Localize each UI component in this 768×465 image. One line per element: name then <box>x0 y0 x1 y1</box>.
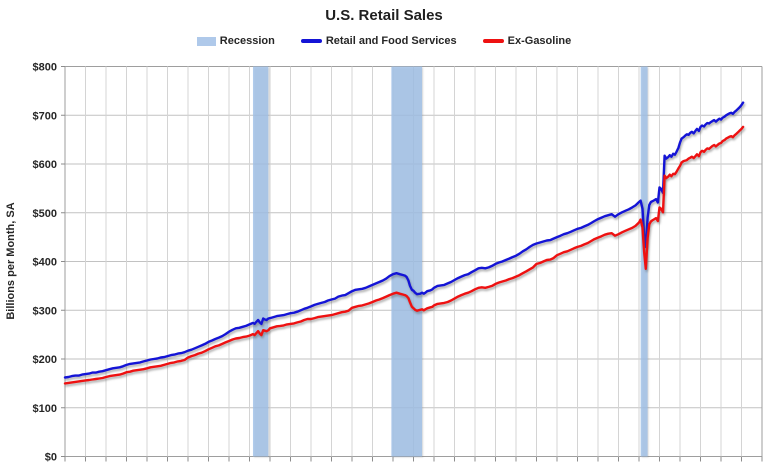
red-line-swatch <box>482 39 504 43</box>
recession-band <box>391 66 423 457</box>
y-tick-label: $300 <box>33 305 57 317</box>
blue-line-swatch <box>300 39 322 43</box>
chart-legend: Recession Retail and Food Services Ex-Ga… <box>0 33 768 49</box>
recession-band <box>252 66 269 457</box>
legend-label: Recession <box>219 35 275 47</box>
chart-title: U.S. Retail Sales <box>325 7 443 24</box>
legend-label: Retail and Food Services <box>325 35 457 47</box>
y-tick-label: $100 <box>33 403 57 415</box>
legend-item-ex-gasoline: Ex-Gasoline <box>482 35 572 47</box>
y-tick-label: $500 <box>33 208 57 220</box>
legend-item-retail-and-food-services: Retail and Food Services <box>300 35 457 47</box>
y-tick-label: $600 <box>33 159 57 171</box>
y-tick-label: $400 <box>33 257 57 269</box>
recession-swatch <box>196 36 216 46</box>
y-tick-label: $0 <box>45 452 57 464</box>
legend-item-recession: Recession <box>196 35 275 47</box>
legend-label: Ex-Gasoline <box>507 35 572 47</box>
y-tick-label: $700 <box>33 110 57 122</box>
y-tick-label: $200 <box>33 354 57 366</box>
y-tick-label: $800 <box>33 62 57 74</box>
series-line-ex-gasoline <box>63 125 745 385</box>
series-line-retail-and-food-services <box>63 101 745 379</box>
